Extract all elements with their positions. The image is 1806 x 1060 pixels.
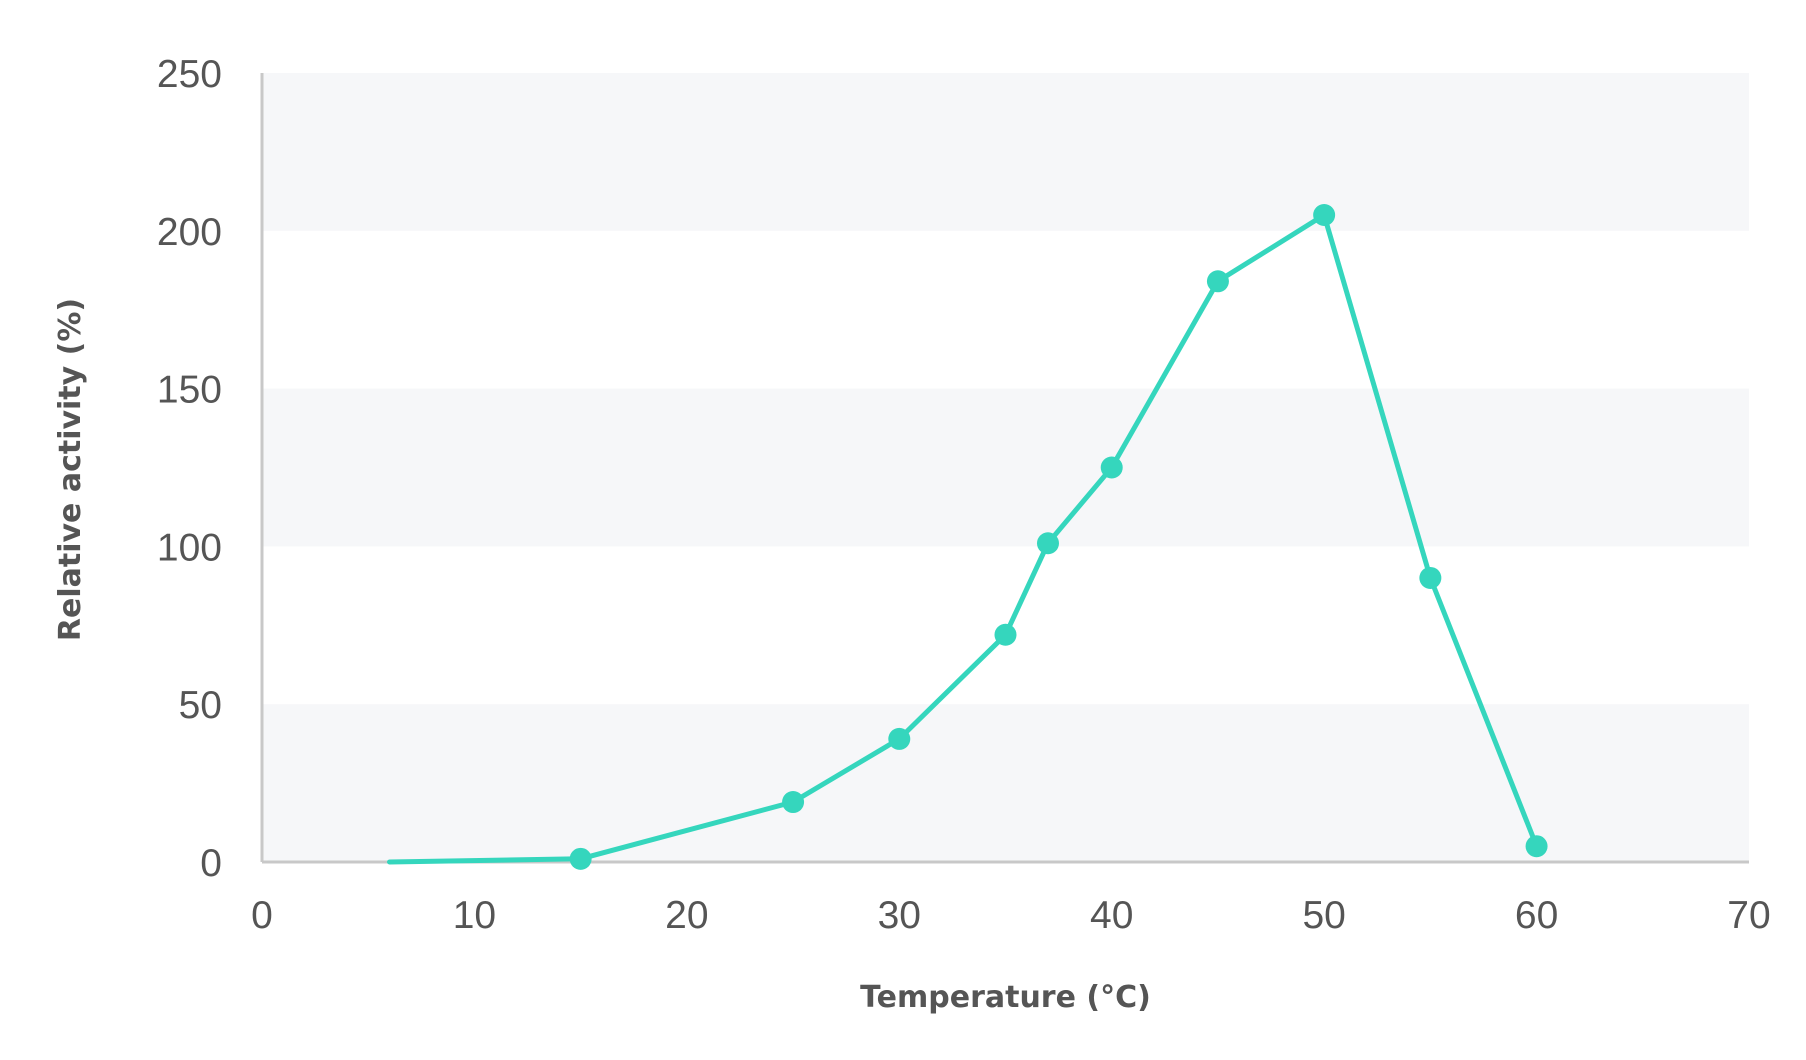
x-axis-title: Temperature (°C) xyxy=(860,980,1151,1015)
y-tick-label: 100 xyxy=(157,526,222,569)
y-tick-label: 50 xyxy=(179,684,222,727)
y-tick-label: 0 xyxy=(200,842,222,885)
data-point xyxy=(1036,532,1059,555)
y-tick-label: 250 xyxy=(157,53,222,96)
data-point xyxy=(782,791,805,814)
x-tick-label: 10 xyxy=(453,894,496,937)
x-tick-label: 0 xyxy=(251,894,273,937)
series-layer xyxy=(387,204,1548,870)
data-point xyxy=(1419,566,1442,589)
grid-bands xyxy=(262,73,1749,862)
grid-band xyxy=(262,704,1749,862)
data-point xyxy=(1206,270,1229,293)
data-point xyxy=(994,623,1017,646)
data-point xyxy=(1100,456,1123,479)
x-tick-label: 60 xyxy=(1515,894,1558,937)
y-axis-title: Relative activity (%) xyxy=(53,298,88,641)
x-tick-label: 70 xyxy=(1727,894,1770,937)
x-tick-label: 50 xyxy=(1302,894,1345,937)
data-point xyxy=(888,727,911,750)
x-tick-label: 30 xyxy=(878,894,921,937)
x-tick-label: 20 xyxy=(665,894,708,937)
tick-labels: 0 10 20 30 40 50 60 70 0 50 100 150 200 250 xyxy=(157,53,1771,937)
data-point xyxy=(1525,835,1548,858)
y-tick-label: 150 xyxy=(157,369,222,412)
data-point xyxy=(569,847,592,870)
grid-band xyxy=(262,73,1749,231)
data-point xyxy=(1313,204,1336,227)
y-tick-label: 200 xyxy=(157,211,222,254)
grid-band xyxy=(262,388,1749,547)
x-tick-label: 40 xyxy=(1090,894,1133,937)
